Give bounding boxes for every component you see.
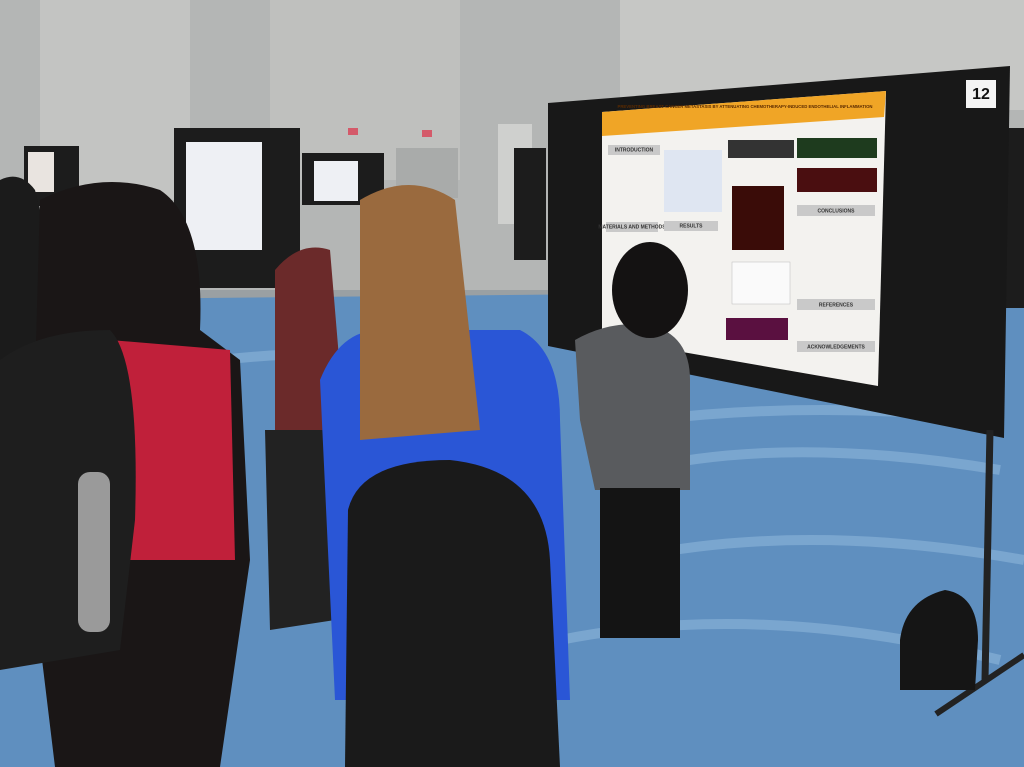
chart-image [731, 261, 791, 305]
image [732, 186, 784, 250]
board-foot [934, 652, 1024, 717]
image [797, 168, 877, 192]
section-heading: MATERIALS AND METHODS [598, 224, 666, 230]
water-bottle [78, 472, 110, 632]
person-legs [265, 430, 340, 630]
section-header-bg [797, 299, 875, 310]
board-number: 12 [972, 86, 990, 103]
board-leg [981, 429, 994, 681]
backpack [345, 460, 560, 767]
section-heading: REFERENCES [819, 302, 854, 308]
poster [314, 161, 358, 201]
red-top [110, 340, 235, 560]
person-presenter [575, 324, 690, 490]
backpack [0, 330, 136, 670]
section-header-bg [797, 341, 875, 352]
poster-board [514, 148, 546, 260]
hair [360, 185, 480, 440]
section-header-bg [606, 222, 658, 232]
people [0, 176, 690, 767]
figure-images [664, 138, 877, 340]
section-header-bg [797, 205, 875, 216]
poster [28, 152, 54, 192]
section-heading: CONCLUSIONS [818, 208, 856, 214]
diagram [664, 150, 722, 212]
poster-title: PREVENTING BREAST CANCER METASTASIS BY A… [618, 104, 873, 109]
poster [186, 142, 262, 250]
section-heading: INTRODUCTION [615, 147, 654, 153]
exit-sign [348, 128, 358, 135]
image [726, 318, 788, 340]
presenter-legs [600, 488, 680, 638]
section-header-bg [608, 145, 660, 155]
image [797, 138, 877, 158]
section-heading: RESULTS [680, 223, 704, 229]
poster-board [1004, 128, 1024, 308]
poster-title-bar [602, 91, 886, 136]
presenter-hair [612, 242, 688, 338]
board-number-card [966, 80, 996, 108]
section-heading: ACKNOWLEDGEMENTS [807, 344, 865, 350]
exit-sign [422, 130, 432, 137]
section-header-bg [664, 221, 718, 231]
backpack [900, 590, 978, 690]
image [728, 140, 794, 158]
carpet-pattern [219, 348, 1024, 665]
